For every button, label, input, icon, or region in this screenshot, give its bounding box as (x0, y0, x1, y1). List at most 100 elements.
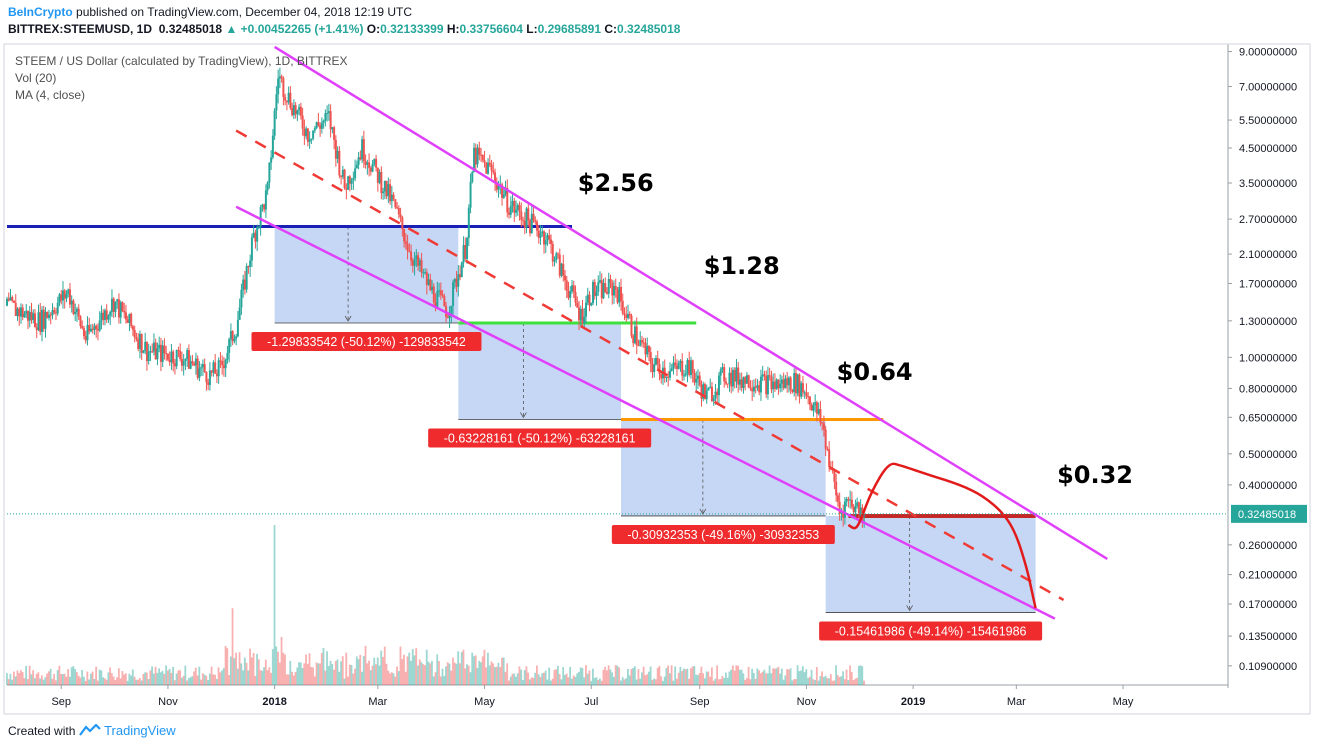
volume-bar (541, 673, 544, 685)
volume-bar (219, 672, 222, 685)
target-price-label[interactable]: $0.64 (837, 358, 913, 386)
candle-body (836, 495, 839, 502)
candle-body (625, 314, 628, 318)
volume-bar (518, 666, 521, 685)
measure-box[interactable] (620, 419, 826, 516)
candle-body (473, 147, 476, 172)
channel-lower-line[interactable] (235, 205, 1056, 620)
volume-bar (263, 667, 265, 685)
candle-body (86, 325, 89, 341)
volume-bar (857, 666, 860, 685)
volume-bar (226, 648, 229, 685)
measure-box[interactable] (825, 515, 1036, 613)
candle-body (189, 361, 192, 369)
volume-bar (822, 676, 825, 685)
target-price-label[interactable]: $1.28 (704, 252, 780, 280)
candle-body (789, 377, 792, 391)
volume-bar (478, 660, 481, 685)
candle-body (275, 94, 278, 111)
volume-bar (313, 676, 316, 685)
volume-bar (677, 672, 680, 685)
candle-body (716, 391, 719, 396)
candle-body (191, 361, 194, 364)
target-price-label[interactable]: $0.32 (1057, 461, 1133, 489)
candle-body (668, 370, 671, 378)
volume-bar (431, 660, 433, 685)
projection-curve[interactable] (847, 462, 1037, 609)
volume-bar (744, 679, 746, 685)
candle-body (471, 171, 474, 182)
volume-bar (688, 678, 691, 685)
volume-bar (151, 666, 153, 685)
candle-body (857, 502, 860, 514)
candle-body (222, 365, 225, 369)
volume-bar (264, 659, 267, 685)
candle-body (640, 340, 643, 343)
measure-box[interactable] (458, 322, 621, 420)
volume-bar (450, 670, 453, 685)
volume-bar (716, 665, 719, 685)
volume-bar (738, 669, 741, 685)
candle-body (453, 278, 456, 283)
candle-body (173, 363, 176, 367)
volume-bar (207, 680, 209, 685)
volume-bar (602, 669, 605, 685)
measure-label-box[interactable] (819, 621, 1043, 641)
volume-bar (522, 680, 524, 685)
volume-bar (324, 670, 327, 685)
volume-bar (821, 671, 823, 685)
channel-upper-line[interactable] (273, 45, 1108, 560)
candle-body (460, 262, 463, 278)
candle-body (670, 368, 673, 371)
candle-body (798, 374, 801, 397)
price-tick-label: 9.00000000 (1239, 47, 1297, 59)
volume-bar (777, 666, 780, 685)
candle-body (133, 329, 136, 338)
channel-midline[interactable] (235, 129, 1065, 602)
volume-bar (632, 668, 635, 685)
volume-bar (159, 672, 162, 685)
candle-body (91, 328, 94, 331)
tradingview-link[interactable]: TradingView (104, 723, 176, 738)
volume-bar (138, 678, 141, 685)
volume-bar (592, 668, 594, 685)
candle-body (754, 386, 757, 388)
tradingview-logo-icon[interactable] (78, 723, 101, 736)
volume-bar (597, 679, 600, 685)
candle-body (452, 282, 455, 306)
candle-body (163, 345, 166, 354)
price-tick-label: 1.30000000 (1239, 316, 1297, 328)
candle-body (21, 307, 24, 318)
candle-body (651, 363, 654, 372)
candle-body (592, 282, 595, 304)
measure-label-box[interactable] (611, 524, 835, 544)
volume-bar (128, 673, 131, 685)
candle-body (390, 194, 393, 202)
candle-body (527, 208, 530, 221)
candle-body (79, 316, 82, 326)
volume-bar (761, 671, 764, 685)
measure-label-box[interactable] (251, 331, 482, 351)
created-with-text: Created with (8, 724, 76, 738)
candle-body (660, 373, 663, 379)
candle-body (779, 383, 782, 389)
candle-body (96, 328, 99, 331)
volume-bar (140, 680, 143, 685)
candle-body (14, 302, 17, 316)
volume-bar (173, 680, 176, 685)
volume-bar (481, 656, 484, 685)
price-tick-label: 1.70000000 (1239, 279, 1297, 291)
publisher-name[interactable]: BeInCrypto (8, 5, 73, 19)
volume-bar (712, 680, 715, 685)
candle-body (828, 449, 831, 467)
candle-body (58, 294, 61, 303)
volume-bar (145, 672, 148, 685)
price-chart[interactable]: 9.00000000 7.00000000 5.50000000 4.50000000… (0, 40, 1317, 720)
candle-body (193, 363, 196, 366)
volume-bar (707, 671, 710, 685)
measure-label-box[interactable] (428, 428, 652, 448)
volume-bar (257, 659, 260, 685)
candle-body (551, 243, 554, 262)
volume-bar (296, 667, 299, 685)
target-price-label[interactable]: $2.56 (578, 169, 654, 197)
